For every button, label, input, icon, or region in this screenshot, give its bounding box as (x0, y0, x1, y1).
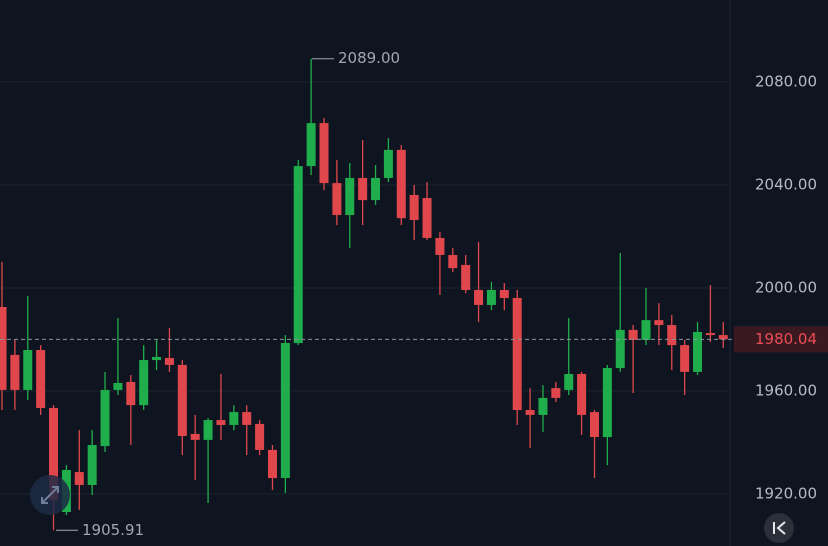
candle-body (100, 389, 110, 447)
candle-body (113, 382, 123, 390)
y-tick-label: 2000.00 (755, 278, 817, 296)
candle-body (49, 407, 59, 501)
high-label: 2089.00 (338, 49, 400, 67)
candle-body (164, 357, 174, 365)
candle-body (36, 350, 46, 408)
candle-body (255, 423, 265, 450)
candle-body (306, 123, 316, 167)
candle-body (525, 410, 535, 415)
candle-body (126, 381, 136, 406)
candle-body (486, 289, 496, 305)
candle-body (0, 306, 7, 390)
low-label: 1905.91 (82, 521, 144, 539)
candle-body (512, 297, 522, 411)
candle-body (409, 194, 419, 220)
candle-body (332, 183, 342, 216)
candle-body (448, 254, 458, 269)
candle-body (589, 412, 599, 438)
candle-body (345, 177, 355, 216)
y-tick-label: 1920.00 (755, 484, 817, 502)
candle-body (74, 472, 84, 485)
candle-body (383, 149, 393, 178)
candle-body (371, 177, 381, 201)
expand-button[interactable] (30, 475, 70, 515)
candle-body (396, 149, 406, 219)
candle-body (422, 198, 432, 238)
candle-body (242, 412, 252, 425)
candle-body (499, 289, 509, 298)
candle-body (267, 449, 277, 479)
candle-body (177, 364, 187, 437)
candle-body (693, 331, 703, 372)
candle-body (602, 368, 612, 438)
candle-body (577, 373, 587, 415)
candle-body (538, 397, 548, 415)
candles (0, 58, 728, 531)
candle-body (654, 320, 664, 326)
y-tick-label: 2080.00 (755, 72, 817, 90)
candle-body (667, 325, 677, 346)
candle-body (474, 289, 484, 305)
candle-body (293, 166, 303, 344)
candle-body (461, 265, 471, 290)
candle-body (152, 356, 162, 361)
candle-body (229, 412, 239, 425)
candle-body (680, 345, 690, 372)
y-tick-label: 1960.00 (755, 381, 817, 399)
candle-body (319, 123, 329, 184)
candle-body (641, 320, 651, 340)
last-price-box (734, 326, 828, 353)
candle-body (23, 350, 33, 390)
candle-body (216, 420, 226, 425)
candle-body (551, 388, 561, 398)
candle-body (87, 445, 97, 485)
candle-body (628, 329, 638, 340)
candle-body (718, 335, 728, 340)
candle-body (190, 433, 200, 440)
candle-body (615, 329, 625, 369)
candle-body (280, 343, 290, 479)
scroll-to-latest-button[interactable] (764, 513, 794, 543)
candle-body (564, 373, 574, 390)
candle-body (435, 237, 445, 255)
last-price-label: 1980.04 (755, 330, 817, 348)
candle-body (203, 420, 213, 440)
candle-body (139, 360, 149, 406)
candle-body (10, 354, 20, 390)
y-tick-label: 2040.00 (755, 175, 817, 193)
candle-body (358, 177, 368, 201)
overlay: 1980.04 2089.00 1905.91 (0, 49, 828, 539)
candle-body (705, 333, 715, 336)
